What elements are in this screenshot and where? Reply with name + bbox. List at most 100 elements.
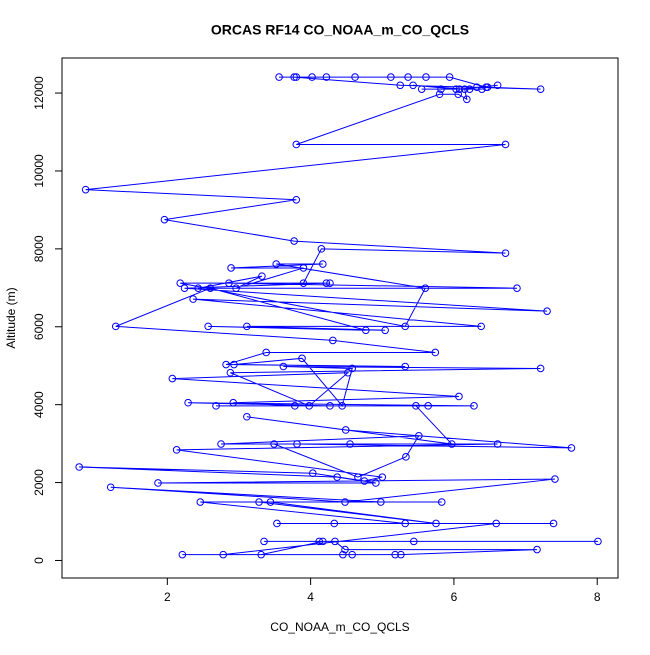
point (533, 545, 541, 554)
point (351, 73, 359, 81)
point (329, 336, 337, 345)
point (258, 272, 266, 280)
point (206, 284, 215, 293)
plot-box (61, 57, 619, 579)
point (292, 140, 301, 149)
point (319, 537, 327, 546)
point (266, 498, 275, 506)
point (184, 398, 192, 407)
x-tick-label: 4 (307, 590, 314, 604)
point (415, 432, 423, 440)
point (454, 90, 463, 99)
point (172, 446, 181, 454)
x-axis-label: CO_NOAA_m_CO_QCLS (270, 620, 409, 634)
point (225, 279, 233, 287)
point (322, 279, 331, 287)
point (397, 550, 405, 559)
point (401, 519, 410, 528)
point (308, 469, 317, 478)
point (387, 73, 395, 81)
point (341, 545, 349, 554)
point (378, 473, 387, 481)
point (447, 440, 456, 448)
point (341, 426, 350, 434)
point (432, 519, 440, 528)
point (257, 550, 265, 559)
point (501, 140, 510, 149)
point (391, 550, 399, 559)
point (424, 402, 432, 410)
point (217, 440, 225, 448)
point (299, 279, 308, 287)
y-tick-label: 8000 (32, 235, 46, 262)
point (437, 498, 446, 506)
point (354, 473, 362, 481)
point (189, 295, 197, 303)
point (196, 498, 205, 506)
point (315, 537, 324, 546)
point (477, 322, 485, 331)
point (279, 362, 288, 371)
point (463, 95, 471, 104)
point (594, 537, 602, 546)
point (338, 402, 346, 410)
point (409, 81, 417, 90)
point (396, 81, 404, 90)
point (326, 279, 334, 287)
point (513, 284, 521, 293)
y-tick-label: 2000 (32, 469, 46, 496)
point (402, 453, 410, 461)
point (437, 85, 445, 93)
point (431, 348, 440, 357)
point (549, 519, 558, 528)
point (230, 360, 238, 369)
point (330, 519, 339, 528)
point (290, 73, 298, 81)
point (326, 402, 334, 410)
point (272, 260, 281, 268)
point (452, 85, 460, 93)
point (333, 473, 341, 481)
point (275, 73, 283, 81)
y-tick-label: 0 (32, 557, 46, 564)
point (536, 85, 545, 93)
point (292, 195, 301, 204)
point (194, 284, 202, 293)
point (567, 444, 576, 452)
point (299, 264, 308, 272)
point (341, 498, 349, 506)
point (445, 73, 454, 81)
point (551, 475, 559, 483)
point (319, 260, 327, 268)
point (536, 364, 545, 373)
x-tick-label: 2 (164, 590, 171, 604)
point (293, 440, 301, 448)
point (243, 322, 251, 331)
y-tick-label: 6000 (32, 313, 46, 340)
point (305, 402, 313, 410)
point (455, 392, 463, 401)
point (262, 348, 271, 357)
point (543, 307, 551, 315)
point (227, 264, 235, 272)
series-line (79, 76, 598, 556)
point (377, 498, 385, 506)
point (372, 479, 380, 487)
point (470, 402, 478, 410)
point (422, 73, 430, 81)
y-axis-label: Altitude (m) (4, 287, 18, 348)
point (492, 519, 500, 528)
point (412, 402, 420, 410)
point (226, 368, 235, 377)
point (154, 479, 162, 487)
point (435, 90, 444, 99)
point (229, 398, 238, 407)
point (222, 360, 230, 369)
point (260, 537, 268, 546)
point (75, 463, 83, 471)
point (501, 249, 510, 257)
point (180, 284, 189, 293)
point (401, 362, 410, 371)
